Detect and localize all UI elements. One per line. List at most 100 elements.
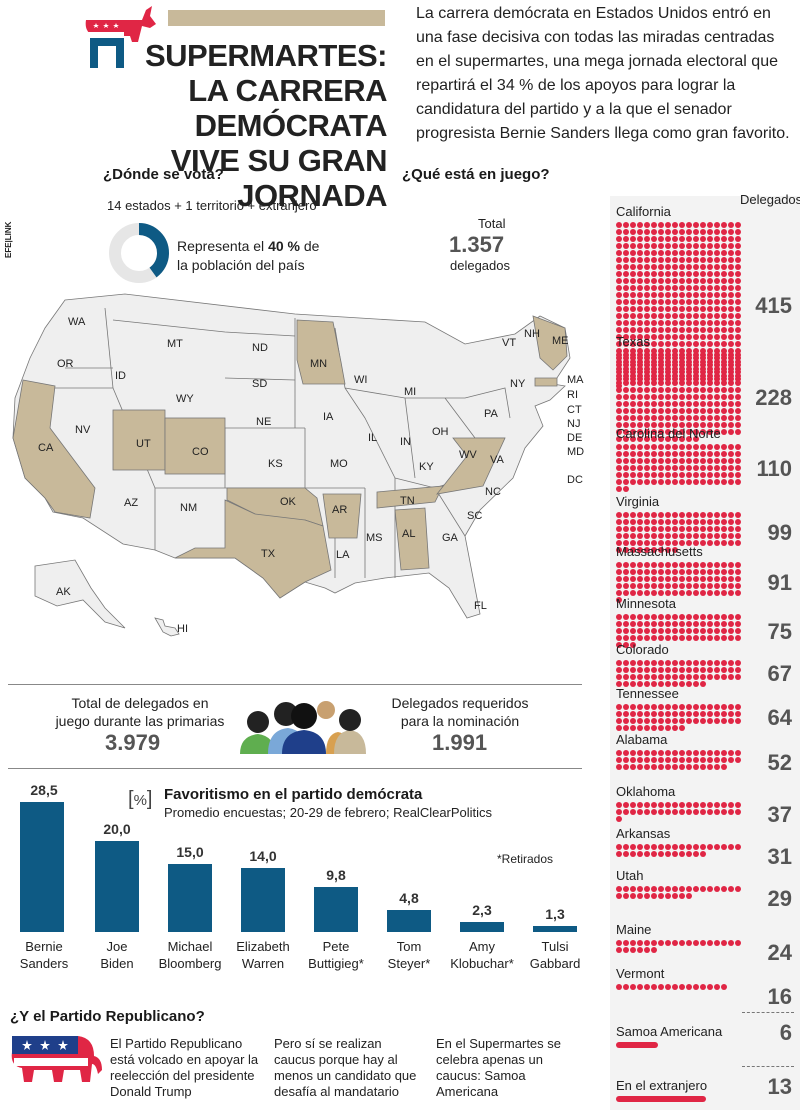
chart-value-label: 28,5 [30,782,58,798]
total-delegates-label: Total de delegados en juego durante las … [55,695,225,729]
map-label: CA [38,442,54,454]
chart-category-label: Pete Buttigieg* [308,939,364,971]
map-label: IL [368,432,378,444]
delegate-state-name: Virginia [616,494,660,509]
population-text: Representa el 40 % de la población del p… [177,238,320,273]
map-label: CO [192,446,209,458]
delegate-count: 415 [755,293,792,318]
chart-bar [460,922,504,932]
delegate-state-name: Alabama [616,732,668,747]
map-label: VT [502,337,517,349]
map-label: ME [552,335,569,347]
page-title: SUPERMARTES: LA CARRERA DEMÓCRATA VIVE S… [144,38,388,213]
title-accent-bar [168,10,385,26]
chart-value-label: 2,3 [472,902,492,918]
republican-text-1: El Partido Republicano está volcado en a… [110,1036,259,1099]
delegate-count: 110 [756,455,793,481]
delegate-count: 24 [767,940,792,965]
chart-bar [168,864,212,932]
total-unit: delegados [450,258,510,273]
map-label: MA [567,374,584,386]
delegate-dots [616,222,743,389]
chart-value-label: 14,0 [249,848,277,864]
delegate-state-name: California [616,204,671,219]
map-label: TN [400,495,415,507]
delegate-dots [616,1042,658,1048]
republican-heading: ¿Y el Partido Republicano? [10,1008,205,1025]
total-value: 1.357 [449,232,505,257]
map-label: DE [567,432,583,444]
map-label: AL [402,528,416,540]
delegate-dots [616,750,743,770]
chart-bar [314,887,358,932]
delegate-dots [616,660,743,687]
republican-elephant-logo [8,1030,104,1106]
republican-text-2: Pero sí se realizan caucus porque hay al… [274,1036,417,1099]
delegate-state-name: Texas [616,334,650,349]
delegate-dots [616,562,743,603]
map-label: SC [467,510,483,522]
map-label: NM [180,502,198,514]
delegate-dots [616,802,743,822]
map-label: NC [485,486,501,498]
delegate-separator [742,1012,794,1013]
delegate-state-name: Tennessee [616,686,679,701]
map-label: AR [332,504,348,516]
delegate-state-name: Massachusetts [616,544,703,559]
chart-bar [241,868,285,932]
map-label: VA [490,454,504,466]
chart-value-label: 9,8 [326,867,346,883]
map-label: AK [56,586,71,598]
map-label: UT [136,438,151,450]
delegate-count: 6 [779,1020,792,1045]
chart-bar [533,926,577,932]
delegate-dots [616,940,743,953]
delegate-count: 29 [767,886,792,911]
where-subtitle: 14 estados + 1 territorio + extranjero [107,198,317,213]
chart-title: Favoritismo en el partido demócrata [164,786,423,803]
total-label: Total [478,216,506,231]
chart-category-label: Elizabeth Warren [236,939,290,971]
required-delegates-value: 1.991 [432,730,488,755]
divider [8,768,582,769]
delegate-dots [616,512,743,553]
poll-bar-chart: 28,5 Bernie Sanders 20,0 Joe Biden 15,0 Michael… [0,760,590,992]
delegate-dots [616,704,743,731]
map-label: WV [459,449,477,461]
agency-credit: EFE|LINK [4,221,13,258]
delegate-count: 13 [767,1074,792,1099]
us-map [5,288,585,673]
delegate-dots [616,886,743,899]
map-label: GA [442,532,458,544]
population-donut [108,222,170,284]
delegate-state-name: Carolina del Norte [616,426,721,441]
delegate-state-name: Minnesota [616,596,676,611]
map-label: HI [177,623,188,635]
map-label: IA [323,411,334,423]
map-label: MD [567,446,585,458]
chart-category-label: Tulsi Gabbard [529,939,581,971]
delegate-state-name: En el extranjero [616,1078,708,1093]
delegate-separator [742,1066,794,1067]
delegate-count: 52 [767,750,792,775]
map-label: WY [176,393,194,405]
delegate-state-name: Colorado [616,642,669,657]
map-label: AZ [124,497,139,509]
delegate-count: 37 [767,802,792,827]
map-label: RI [567,389,578,401]
intro-paragraph: La carrera demócrata en Estados Unidos e… [416,5,790,142]
total-delegates-value: 3.979 [105,730,161,755]
delegate-count: 75 [767,618,792,644]
chart-bar [387,910,431,932]
delegate-dots [616,844,743,857]
delegate-dots [616,444,743,492]
chart-value-label: 1,3 [545,906,565,922]
map-label: OK [280,496,296,508]
map-label: MO [330,458,348,470]
map-label: NH [524,328,540,340]
map-label: ID [115,370,126,382]
delegate-state-name: Vermont [616,966,665,981]
delegate-count: 16 [767,984,792,1009]
map-label: OH [432,426,449,438]
chart-category-label: Amy Klobuchar* [450,939,514,971]
